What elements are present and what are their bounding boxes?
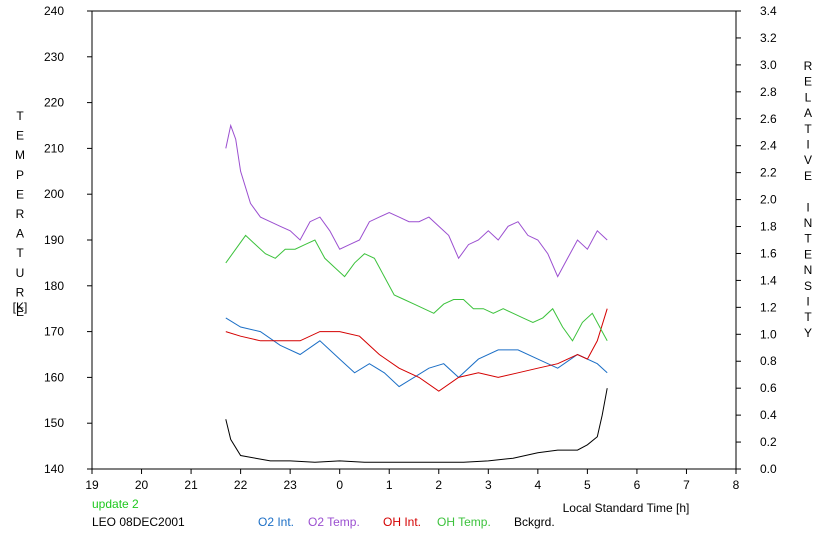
right-axis-letter: I (806, 138, 809, 152)
right-axis-letter: E (804, 169, 812, 183)
right-tick-label: 3.2 (760, 31, 777, 45)
right-tick-label: 2.4 (760, 139, 777, 153)
left-axis-letter: R (16, 285, 25, 299)
right-axis-letter: A (804, 106, 812, 120)
right-tick-label: 0.2 (760, 435, 777, 449)
x-tick-label: 0 (336, 478, 343, 492)
right-axis-letter: T (804, 232, 812, 246)
left-tick-label: 150 (44, 416, 64, 430)
left-axis-unit: [K] (13, 300, 28, 314)
left-tick-label: 180 (44, 279, 64, 293)
x-tick-label: 22 (234, 478, 248, 492)
right-tick-label: 2.2 (760, 166, 777, 180)
left-axis-letter: E (16, 129, 24, 143)
right-tick-label: 1.8 (760, 220, 777, 234)
x-tick-label: 20 (135, 478, 149, 492)
legend-o2-int: O2 Int. (258, 515, 295, 529)
left-axis-letter: U (16, 266, 25, 280)
x-tick-label: 5 (584, 478, 591, 492)
right-tick-label: 0.8 (760, 354, 777, 368)
right-axis-letter: E (804, 247, 812, 261)
left-tick-label: 210 (44, 141, 64, 155)
left-axis-letter: R (16, 207, 25, 221)
right-tick-label: 2.0 (760, 193, 777, 207)
right-axis-letter: Y (804, 326, 812, 340)
right-axis-letter: R (804, 59, 813, 73)
right-tick-label: 1.2 (760, 300, 777, 314)
x-tick-label: 19 (85, 478, 99, 492)
x-tick-label: 3 (485, 478, 492, 492)
x-axis: 19 20 21 22 23 0 1 2 3 4 5 6 7 8 (85, 469, 740, 492)
right-tick-label: 0.0 (760, 462, 777, 476)
right-tick-label: 1.6 (760, 246, 777, 260)
right-axis-letter: T (804, 310, 812, 324)
legend-bckgrd: Bckgrd. (514, 515, 555, 529)
left-axis-letter: E (16, 305, 24, 319)
left-axis-letter: T (16, 109, 24, 123)
right-axis-letter: I (806, 200, 809, 214)
left-tick-label: 230 (44, 50, 64, 64)
right-axis-letter: L (805, 90, 812, 104)
right-tick-label: 2.6 (760, 112, 777, 126)
left-axis-letter: M (15, 148, 25, 162)
right-tick-label: 3.4 (760, 4, 777, 18)
x-tick-label: 7 (683, 478, 690, 492)
station-date: LEO 08DEC2001 (92, 515, 185, 529)
legend-o2-temp: O2 Temp. (308, 515, 360, 529)
legend-oh-temp: OH Temp. (437, 515, 491, 529)
series-line-oh-temp (225, 234, 608, 342)
x-tick-label: 23 (283, 478, 297, 492)
series-line-bckgrd (225, 388, 608, 463)
left-tick-label: 160 (44, 370, 64, 384)
right-y-axis: 0.0 0.2 0.4 0.6 0.8 1.0 1.2 1.4 1.6 1.8 2.0 2.2 2.4 2… (736, 4, 777, 476)
legend-oh-int: OH Int. (383, 515, 422, 529)
right-tick-label: 2.8 (760, 85, 777, 99)
left-tick-label: 200 (44, 187, 64, 201)
x-tick-label: 4 (535, 478, 542, 492)
x-tick-label: 6 (634, 478, 641, 492)
series-line-o2-int (225, 317, 608, 388)
left-axis-letter: A (16, 227, 24, 241)
left-axis-letter: E (16, 187, 24, 201)
right-tick-label: 3.0 (760, 58, 777, 72)
left-axis-letter: T (16, 246, 24, 260)
right-tick-label: 1.4 (760, 273, 777, 287)
right-axis-letter: E (804, 75, 812, 89)
x-tick-label: 8 (733, 478, 740, 492)
plot-frame (91, 10, 737, 470)
series-line-oh-int (225, 308, 608, 392)
right-tick-label: 0.6 (760, 381, 777, 395)
right-axis-letter: N (804, 263, 813, 277)
left-tick-label: 220 (44, 96, 64, 110)
x-tick-label: 1 (386, 478, 393, 492)
series-layer (225, 123, 608, 463)
right-axis-letter: V (804, 153, 812, 167)
right-axis-letter: T (804, 122, 812, 136)
left-tick-label: 170 (44, 325, 64, 339)
left-tick-label: 190 (44, 233, 64, 247)
update-note: update 2 (92, 497, 139, 511)
right-axis-letter: I (806, 295, 809, 309)
x-tick-label: 21 (184, 478, 198, 492)
left-tick-label: 240 (44, 4, 64, 18)
x-tick-label: 2 (435, 478, 442, 492)
right-axis-letter: N (804, 216, 813, 230)
left-tick-label: 140 (44, 462, 64, 476)
right-tick-label: 1.0 (760, 327, 777, 341)
left-y-axis: 140 150 160 170 180 190 200 210 220 230 240 (44, 4, 92, 476)
left-axis-letter: P (16, 168, 24, 182)
right-tick-label: 0.4 (760, 408, 777, 422)
right-axis-letter: S (804, 279, 812, 293)
series-line-o2-temp (225, 123, 608, 278)
x-axis-label: Local Standard Time [h] (563, 501, 690, 515)
